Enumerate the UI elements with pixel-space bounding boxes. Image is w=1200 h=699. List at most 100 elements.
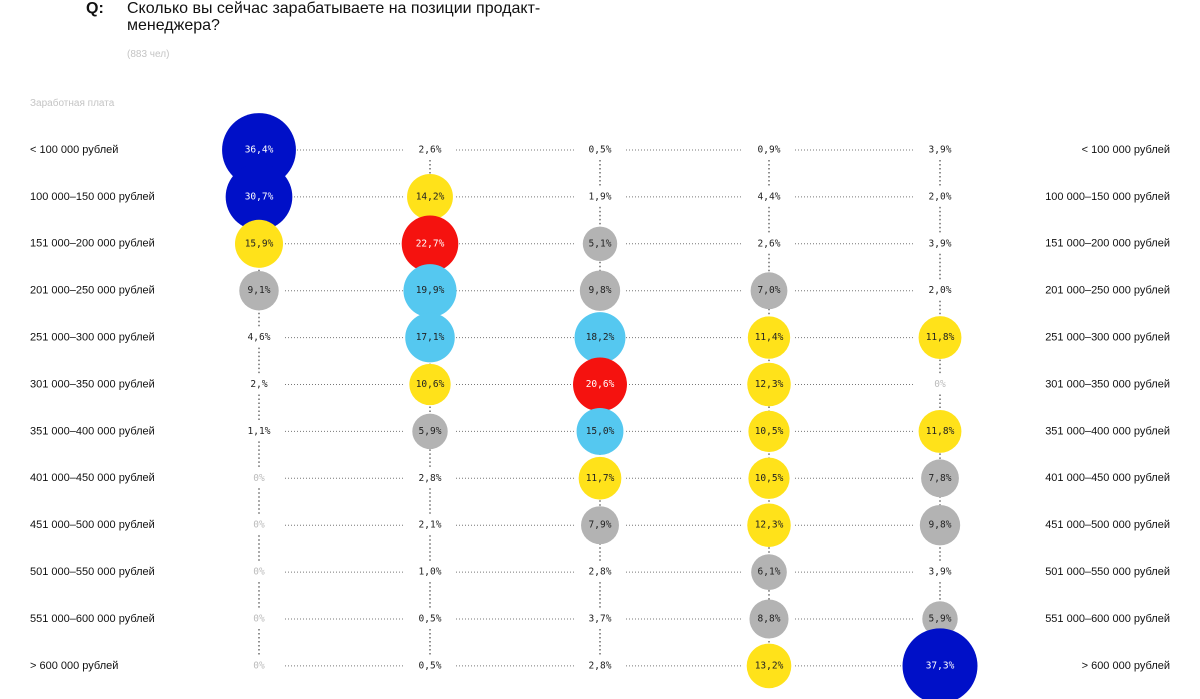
- label-bg: [751, 143, 787, 157]
- label-bg: [922, 283, 958, 298]
- value-label: 0%: [934, 379, 946, 390]
- label-bg: [241, 377, 277, 392]
- value-label: 4,4%: [758, 191, 781, 202]
- row-label-right: > 600 000 рублей: [1082, 660, 1170, 672]
- label-bg: [412, 518, 448, 533]
- row-label-right: < 100 000 рублей: [1082, 144, 1170, 156]
- label-bg: [241, 612, 277, 626]
- axis-label: Заработная плата: [30, 98, 115, 109]
- bubble: [750, 272, 788, 310]
- value-label: 12,3%: [755, 379, 784, 390]
- value-label: 19,9%: [416, 285, 445, 296]
- bubble: [746, 643, 792, 689]
- value-label: 3,9%: [929, 567, 952, 578]
- value-label: 11,8%: [926, 332, 955, 343]
- bubble: [579, 270, 621, 311]
- bubble: [748, 457, 790, 499]
- row-label: 100 000–150 000 рублей: [30, 191, 155, 203]
- value-label: 2,1%: [419, 520, 442, 531]
- row-label: 151 000–200 000 рублей: [30, 238, 155, 250]
- value-label: 17,1%: [416, 332, 445, 343]
- value-label: 0%: [253, 473, 265, 484]
- label-bg: [751, 236, 787, 251]
- label-bg: [241, 471, 277, 486]
- value-label: 5,1%: [589, 238, 612, 249]
- bubble: [573, 357, 627, 412]
- value-label: 3,7%: [589, 614, 612, 625]
- value-label: 11,4%: [755, 332, 784, 343]
- value-label: 0%: [253, 614, 265, 625]
- bubble: [581, 506, 619, 545]
- row-label: 301 000–350 000 рублей: [30, 378, 155, 390]
- value-label: 5,9%: [419, 426, 442, 437]
- value-label: 0%: [253, 567, 265, 578]
- bubble: [918, 409, 962, 453]
- row-label: 501 000–550 000 рублей: [30, 566, 155, 578]
- label-bg: [412, 471, 448, 486]
- bubble: [412, 413, 448, 450]
- bubble: [748, 410, 790, 453]
- value-label: 9,8%: [929, 520, 952, 531]
- label-bg: [412, 143, 448, 157]
- label-bg: [412, 658, 448, 673]
- value-label: 18,2%: [586, 332, 615, 343]
- value-label: 6,1%: [758, 567, 781, 578]
- bubble: [407, 173, 453, 220]
- value-label: 22,7%: [416, 238, 445, 249]
- value-label: 3,9%: [929, 145, 952, 156]
- value-label: 37,3%: [926, 660, 955, 671]
- bubble: [576, 407, 624, 455]
- label-bg: [582, 658, 618, 673]
- label-bg: [241, 518, 277, 533]
- value-label: 2,6%: [419, 145, 442, 156]
- row-label: < 100 000 рублей: [30, 144, 118, 156]
- bubble: [751, 554, 787, 590]
- label-bg: [241, 330, 277, 345]
- bubble: [578, 456, 622, 500]
- value-label: 1,0%: [419, 567, 442, 578]
- bubble: [749, 599, 789, 639]
- bubble: [405, 312, 455, 363]
- label-bg: [922, 143, 958, 157]
- value-label: 0,5%: [589, 145, 612, 156]
- row-label-right: 351 000–400 000 рублей: [1045, 425, 1170, 437]
- label-bg: [241, 424, 277, 439]
- value-label: 5,9%: [929, 614, 952, 625]
- row-label: 251 000–300 000 рублей: [30, 332, 155, 344]
- bubble: [921, 459, 959, 498]
- label-bg: [751, 189, 787, 204]
- label-bg: [922, 565, 958, 580]
- value-label: 7,9%: [589, 520, 612, 531]
- value-label: 9,1%: [248, 285, 271, 296]
- value-label: 11,8%: [926, 426, 955, 437]
- value-label: 2,8%: [419, 473, 442, 484]
- value-label: 13,2%: [755, 660, 784, 671]
- bubble: [222, 113, 296, 187]
- row-label-right: 201 000–250 000 рублей: [1045, 285, 1170, 297]
- value-label: 0,5%: [419, 660, 442, 671]
- label-bg: [582, 143, 618, 157]
- value-label: 2,%: [250, 379, 267, 390]
- label-bg: [241, 565, 277, 580]
- value-label: 15,9%: [245, 238, 274, 249]
- value-label: 9,8%: [589, 285, 612, 296]
- bubble: [922, 601, 958, 637]
- value-label: 1,1%: [248, 426, 271, 437]
- value-label: 7,8%: [929, 473, 952, 484]
- value-label: 11,7%: [586, 473, 615, 484]
- label-bg: [412, 612, 448, 626]
- value-label: 0,5%: [419, 614, 442, 625]
- row-label: 351 000–400 000 рублей: [30, 425, 155, 437]
- value-label: 2,6%: [758, 238, 781, 249]
- row-label-right: 301 000–350 000 рублей: [1045, 378, 1170, 390]
- label-bg: [922, 189, 958, 204]
- row-label-right: 451 000–500 000 рублей: [1045, 519, 1170, 531]
- label-bg: [241, 658, 277, 673]
- row-label-right: 100 000–150 000 рублей: [1045, 191, 1170, 203]
- value-label: 12,3%: [755, 520, 784, 531]
- bubble: [574, 312, 626, 364]
- row-label: 451 000–500 000 рублей: [30, 519, 155, 531]
- value-label: 15,0%: [586, 426, 615, 437]
- value-label: 10,5%: [755, 473, 784, 484]
- bubble: [919, 505, 961, 546]
